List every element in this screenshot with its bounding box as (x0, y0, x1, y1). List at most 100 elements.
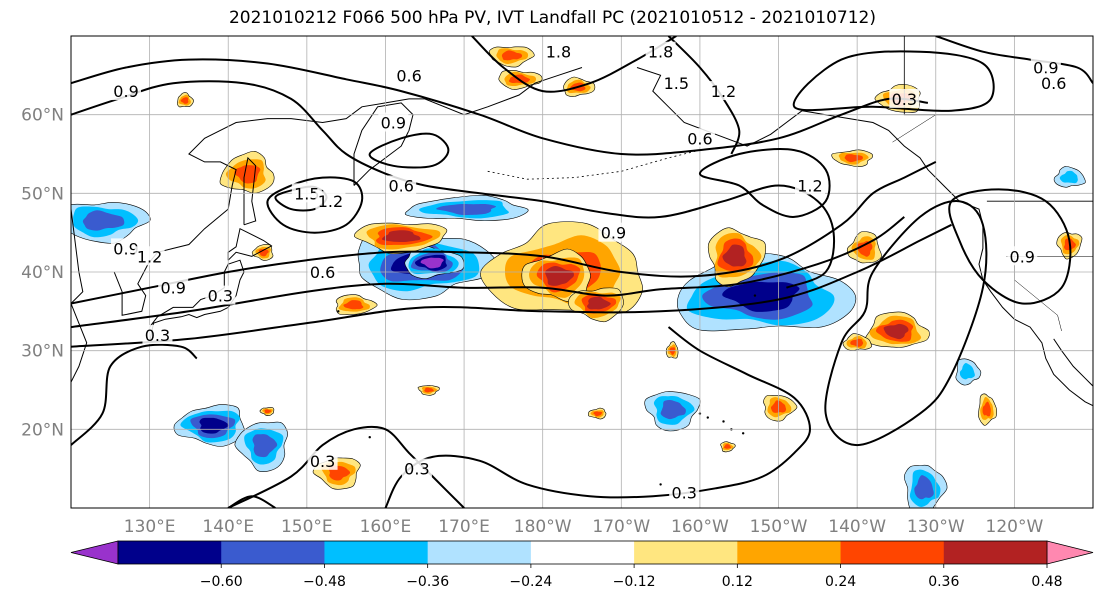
chart-title: 2021010212 F066 500 hPa PV, IVT Landfall… (228, 8, 876, 28)
colorbar-extend-min (70, 540, 119, 565)
pv-contour-label-bg (794, 175, 825, 195)
pc-fill-level (420, 257, 444, 269)
pv-contour (227, 495, 276, 508)
y-tick-label: 30°N (21, 342, 64, 362)
pc-anomaly-region (417, 385, 440, 396)
pv-contour-label: 1.8 (546, 43, 571, 62)
pv-contour-label-bg (1007, 246, 1038, 266)
pc-fill-level (424, 387, 434, 393)
pc-anomaly-region (587, 407, 607, 420)
pv-contour-label: 0.3 (404, 460, 429, 479)
x-tick-label: 160°W (671, 517, 729, 537)
pv-contour-label: 0.6 (1041, 74, 1066, 93)
pv-contour (384, 326, 812, 508)
pv-contour-label: 0.9 (113, 239, 138, 258)
colorbar-tick-label: −0.12 (613, 574, 656, 590)
pc-fill-level (381, 230, 421, 243)
pv-contour (792, 50, 995, 112)
pv-contour-label: 0.9 (1033, 58, 1058, 77)
colorbar: −0.60 −0.48 −0.36 −0.24 −0.12 0.12 0.24 0.36 0.4… (70, 540, 1094, 590)
pc-anomaly-region (864, 311, 930, 348)
colorbar-tick-label: −0.36 (406, 574, 449, 590)
pv-contour-label: 0.3 (310, 452, 335, 471)
border (892, 114, 936, 143)
pv-contour-label: 0.3 (892, 90, 917, 109)
x-tick-label: 120°W (986, 517, 1044, 537)
pv-contour-label-bg (684, 128, 715, 148)
pc-anomaly-region (644, 391, 701, 432)
pc-fill-level (1059, 170, 1078, 184)
coastline (71, 209, 88, 384)
pc-anomaly-region (404, 245, 465, 280)
coastline (1053, 338, 1093, 387)
map-frame (70, 35, 1094, 509)
pv-contour-label: 0.3 (208, 287, 233, 306)
pv-contour (698, 148, 831, 218)
pv-contour (935, 36, 1093, 84)
pv-contour-label-bg (661, 73, 692, 93)
pc-fill-level (252, 434, 278, 458)
pv-contour-label: 0.9 (1010, 247, 1035, 266)
x-tick-labels: 130°E 140°E 150°E 160°E 170°E 180°W 170°W 160°W… (124, 517, 1044, 537)
colorbar-swatch (530, 541, 635, 564)
pv-contour-label: 1.2 (711, 82, 736, 101)
pc-fill-level (436, 203, 497, 216)
pv-contour-label: 0.9 (381, 114, 406, 133)
pv-contour-label-bg (1030, 57, 1061, 77)
pc-fill-level (264, 409, 272, 414)
island (368, 436, 371, 439)
colorbar-swatch (943, 541, 1048, 564)
colorbar-swatch (221, 541, 325, 564)
pv-contour-label: 0.6 (687, 129, 712, 148)
pv-contour-label: 0.9 (601, 224, 626, 243)
aleutian-islands (487, 149, 700, 180)
pv-contour-label-bg (111, 81, 142, 101)
y-tick-labels: 20°N 30°N 40°N 50°N 60°N (21, 106, 64, 441)
pc-fill-level (857, 240, 873, 257)
pv-contour-label-bg (291, 183, 322, 203)
pc-fill-level (660, 399, 686, 420)
pv-contour-label-bg (307, 450, 338, 470)
pv-contour (266, 176, 364, 234)
pv-contour-label-bg (142, 324, 173, 344)
pv-contour (71, 343, 198, 446)
colorbar-tick-label: 0.48 (1031, 574, 1062, 590)
x-tick-label: 160°E (360, 517, 412, 537)
coastline (227, 227, 273, 261)
colorbar-swatch (634, 541, 738, 564)
pv-contour-label-bg (378, 112, 409, 132)
pc-fill-level (844, 154, 863, 163)
pv-contour (824, 200, 988, 447)
coastline (243, 156, 257, 226)
island (741, 432, 745, 435)
pv-contour (368, 132, 450, 169)
pv-contour-label: 0.6 (310, 263, 335, 282)
pc-anomaly-region (978, 393, 997, 426)
pv-contour-label-bg (1038, 73, 1069, 93)
colorbar-swatch (737, 541, 842, 564)
pv-contour-label-bg (598, 222, 629, 242)
pc-fill-level (545, 265, 574, 286)
colorbar-swatch (840, 541, 945, 564)
pv-contour-label-bg (394, 65, 425, 85)
pc-fill-level (82, 210, 125, 231)
pc-anomaly-region (71, 202, 151, 244)
pv-contour-label-bg (205, 285, 236, 305)
pv-contour-label: 0.9 (113, 82, 138, 101)
pv-contour-label-bg (307, 262, 338, 281)
colorbar-swatch (427, 541, 532, 564)
pv-contour-label-bg (708, 81, 739, 101)
pc-fill-level (883, 323, 909, 340)
pv-contour-label-bg (134, 246, 165, 266)
pv-contour (948, 188, 1072, 305)
pv-contour-label-bg (401, 458, 432, 478)
pv-contour-label-bg (111, 238, 142, 258)
pc-anomaly-region (259, 407, 275, 416)
pv-contour-label-bg (645, 41, 676, 61)
pv-contour-label-bg (889, 88, 920, 108)
pv-contour-label: 1.5 (294, 184, 319, 203)
pc-fill-level (258, 248, 269, 257)
pc-fill-level (586, 296, 611, 310)
y-tick-label: 40°N (21, 263, 64, 283)
pv-contour (71, 161, 937, 305)
